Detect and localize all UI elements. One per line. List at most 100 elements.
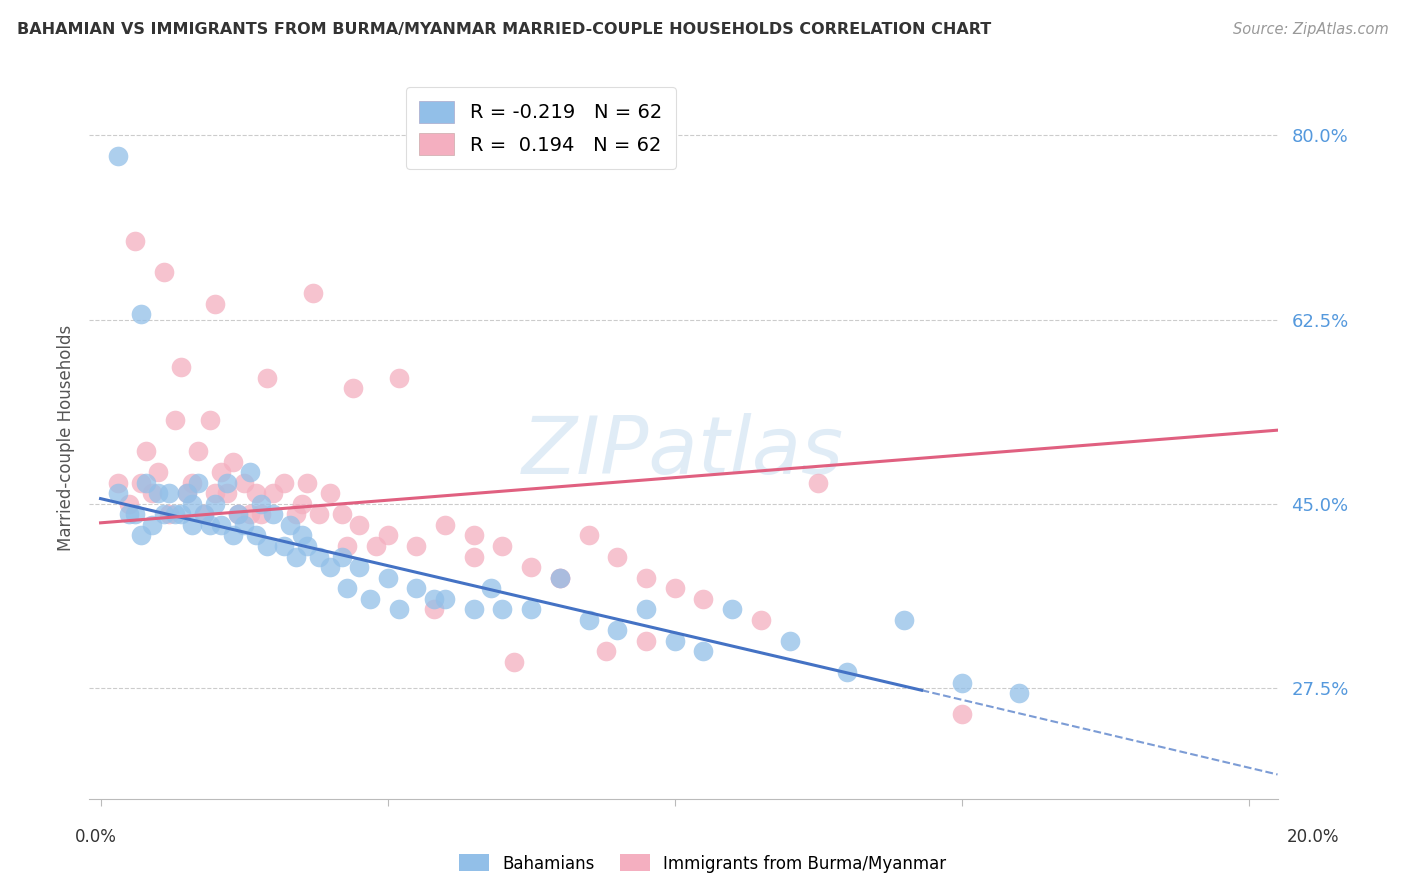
Point [634,571,657,585]
Point [491,539,513,553]
Point [152,508,174,522]
Point [250,497,273,511]
Point [239,508,262,522]
Point [359,591,381,606]
Text: Source: ZipAtlas.com: Source: ZipAtlas.com [1233,22,1389,37]
Point [124,508,146,522]
Point [198,517,221,532]
Point [692,591,714,606]
Point [221,528,243,542]
Point [146,465,169,479]
Point [146,486,169,500]
Text: ZIPatlas: ZIPatlas [522,414,845,491]
Point [284,508,307,522]
Point [308,508,330,522]
Point [135,475,157,490]
Point [336,581,359,595]
Point [548,571,571,585]
Legend: Bahamians, Immigrants from Burma/Myanmar: Bahamians, Immigrants from Burma/Myanmar [453,847,953,880]
Point [950,707,973,722]
Point [198,412,221,426]
Point [950,676,973,690]
Point [215,475,238,490]
Point [807,475,830,490]
Point [606,549,628,564]
Point [388,602,411,616]
Point [181,517,204,532]
Point [749,613,772,627]
Point [319,560,342,574]
Point [479,581,502,595]
Point [503,655,526,669]
Point [595,644,617,658]
Point [107,486,129,500]
Point [377,528,399,542]
Y-axis label: Married-couple Households: Married-couple Households [58,325,75,551]
Point [893,613,915,627]
Point [634,633,657,648]
Point [336,539,359,553]
Point [330,549,353,564]
Point [170,508,193,522]
Point [330,508,353,522]
Point [721,602,744,616]
Point [118,508,141,522]
Point [290,497,312,511]
Point [262,486,284,500]
Point [204,297,226,311]
Point [405,581,427,595]
Point [779,633,801,648]
Point [278,517,301,532]
Point [159,508,181,522]
Point [463,528,485,542]
Point [434,591,457,606]
Point [135,444,157,458]
Point [187,475,209,490]
Point [209,465,232,479]
Point [181,475,204,490]
Point [664,633,686,648]
Point [256,539,278,553]
Point [215,486,238,500]
Point [262,508,284,522]
Point [250,508,273,522]
Text: BAHAMIAN VS IMMIGRANTS FROM BURMA/MYANMAR MARRIED-COUPLE HOUSEHOLDS CORRELATION : BAHAMIAN VS IMMIGRANTS FROM BURMA/MYANMA… [17,22,991,37]
Point [233,475,256,490]
Point [578,528,600,542]
Point [152,265,174,279]
Point [434,517,457,532]
Point [405,539,427,553]
Point [245,528,267,542]
Point [422,602,444,616]
Point [239,465,262,479]
Point [308,549,330,564]
Point [284,549,307,564]
Point [422,591,444,606]
Point [193,508,215,522]
Point [606,624,628,638]
Point [634,602,657,616]
Point [520,560,543,574]
Point [107,149,129,163]
Point [835,665,858,680]
Point [319,486,342,500]
Point [129,475,152,490]
Point [297,475,319,490]
Point [377,571,399,585]
Point [187,444,209,458]
Point [209,517,232,532]
Point [1008,686,1031,700]
Point [548,571,571,585]
Point [159,486,181,500]
Point [204,497,226,511]
Point [342,381,364,395]
Point [463,602,485,616]
Point [141,517,163,532]
Point [228,508,250,522]
Point [302,286,325,301]
Point [366,539,388,553]
Point [165,412,187,426]
Point [176,486,198,500]
Point [520,602,543,616]
Point [107,475,129,490]
